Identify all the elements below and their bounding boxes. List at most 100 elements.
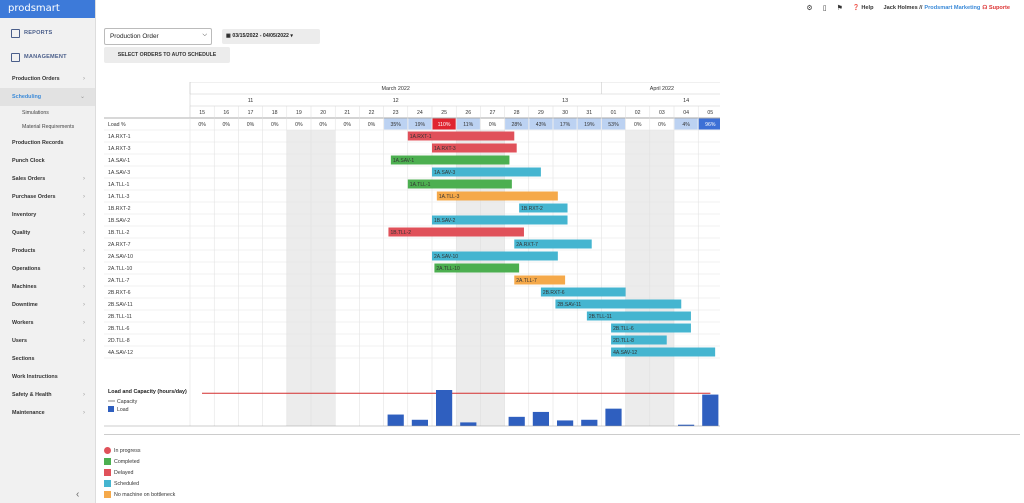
gantt-bar[interactable] <box>586 311 691 321</box>
gantt-bar[interactable] <box>519 203 568 213</box>
sidebar-item-sales-orders[interactable]: Sales Orders › <box>0 170 95 188</box>
support-link[interactable]: ☊ Suporte <box>982 5 1010 11</box>
sidebar-item-users[interactable]: Users › <box>0 332 95 350</box>
month-label: March 2022 <box>381 86 409 92</box>
app-logo[interactable]: prodsmart <box>0 0 95 18</box>
sidebar-item-scheduling[interactable]: Scheduling ⌄ <box>0 88 95 106</box>
bar-label: 2B.TLL-11 <box>589 314 612 320</box>
help-link[interactable]: ❓ Help <box>853 5 874 11</box>
chevron-right-icon: › <box>83 194 85 200</box>
weekend-shade <box>480 130 505 426</box>
sidebar-menu: Production Orders › Scheduling ⌄ Simulations… <box>0 70 95 422</box>
sidebar-subitem-material-requirements[interactable]: Material Requirements <box>22 124 75 130</box>
load-legend-label: Load <box>117 407 129 413</box>
sidebar-item-maintenance[interactable]: Maintenance › <box>0 404 95 422</box>
sidebar-item-products[interactable]: Products › <box>0 242 95 260</box>
legend-label: No machine on bottleneck <box>114 491 176 498</box>
reports-section[interactable]: REPORTS <box>0 24 95 42</box>
gantt-bar[interactable] <box>432 167 541 177</box>
chevron-left-icon[interactable]: ‹ <box>76 489 80 500</box>
sidebar-item-punch-clock[interactable]: Punch Clock <box>0 152 95 170</box>
gear-icon[interactable]: ⚙ <box>806 5 813 12</box>
legend-item: In progress <box>104 445 175 456</box>
reports-icon <box>11 28 20 38</box>
sidebar-item-operations[interactable]: Operations › <box>0 260 95 278</box>
gantt-bar[interactable] <box>434 263 520 273</box>
sidebar-item-safety-health[interactable]: Safety & Health › <box>0 386 95 404</box>
sidebar-item-quality[interactable]: Quality › <box>0 224 95 242</box>
load-cell-fill <box>577 118 601 130</box>
chevron-down-icon: ⌵ <box>202 32 207 38</box>
sidebar-item-downtime[interactable]: Downtime › <box>0 296 95 314</box>
load-value: 0% <box>223 122 231 128</box>
gantt-bar[interactable] <box>436 191 558 201</box>
status-legend: In progress Completed Delayed Scheduled No m… <box>104 445 175 500</box>
sidebar-item-workers[interactable]: Workers › <box>0 314 95 332</box>
load-cell-fill <box>698 118 720 130</box>
chevron-right-icon: › <box>83 320 85 326</box>
load-bar <box>508 416 525 426</box>
bookmark-icon[interactable]: ⚑ <box>836 5 843 12</box>
gantt-bar[interactable] <box>555 299 682 309</box>
management-section[interactable]: MANAGEMENT <box>0 48 95 66</box>
gantt-bar[interactable] <box>611 323 691 333</box>
gantt-bar[interactable] <box>514 239 592 249</box>
gantt-bar[interactable] <box>388 227 524 237</box>
sidebar-item-production-records[interactable]: Production Records <box>0 134 95 152</box>
day-label: 23 <box>393 110 399 116</box>
sidebar-item-inventory[interactable]: Inventory › <box>0 206 95 224</box>
load-value: 28% <box>512 122 523 128</box>
gantt-bar[interactable] <box>514 275 566 285</box>
order-type-value: Production Order <box>110 33 159 40</box>
load-bar <box>532 411 549 426</box>
load-cell-fill <box>384 118 408 130</box>
sidebar-item-label: Production Orders <box>12 76 60 82</box>
legend-label: Completed <box>114 458 140 465</box>
day-label: 24 <box>417 110 423 116</box>
chevron-down-icon: ⌄ <box>79 94 85 100</box>
gantt-bar[interactable] <box>407 131 515 141</box>
chevron-right-icon: › <box>83 302 85 308</box>
day-label: 16 <box>223 110 229 116</box>
gantt-bar[interactable] <box>390 155 510 165</box>
week-label: 12 <box>393 98 399 104</box>
gantt-bar[interactable] <box>611 347 716 357</box>
sidebar-subitem-simulations[interactable]: Simulations <box>22 110 49 116</box>
load-label: Load % <box>108 122 126 128</box>
sidebar-item-purchase-orders[interactable]: Purchase Orders › <box>0 188 95 206</box>
legend-item: Completed <box>104 456 175 467</box>
sidebar-item-machines[interactable]: Machines › <box>0 278 95 296</box>
order-type-select[interactable]: Production Order ⌵ <box>104 28 212 45</box>
bar-label: 2A.TLL-10 <box>436 266 460 272</box>
mobile-icon[interactable]: ▯ <box>822 5 827 12</box>
row-label: 2A.SAV-10 <box>108 254 133 260</box>
gantt-bar[interactable] <box>432 251 558 261</box>
load-cell-fill <box>408 118 432 130</box>
load-value: 11% <box>463 122 473 128</box>
load-value: 96% <box>705 122 716 128</box>
load-cell-fill <box>432 118 456 130</box>
day-label: 27 <box>490 110 496 116</box>
row-label: 1A.RXT-3 <box>108 146 131 152</box>
day-label: 25 <box>441 110 447 116</box>
sidebar-item-label: Sales Orders <box>12 176 46 182</box>
in-progress-icon <box>104 447 111 454</box>
gantt-bar[interactable] <box>407 179 512 189</box>
gantt-bar[interactable] <box>432 215 568 225</box>
chevron-right-icon: › <box>83 392 85 398</box>
load-cell-fill <box>529 118 553 130</box>
sidebar-item-production-orders[interactable]: Production Orders › <box>0 70 95 88</box>
gantt-bar[interactable] <box>540 287 626 297</box>
user-name[interactable]: Jack Holmes // <box>883 5 923 11</box>
sidebar-item-work-instructions[interactable]: Work Instructions <box>0 368 95 386</box>
date-range-picker[interactable]: ▦ 03/15/2022 - 04/05/2022 ▾ <box>222 29 320 44</box>
load-cell-fill <box>553 118 577 130</box>
auto-schedule-button[interactable]: SELECT ORDERS TO AUTO SCHEDULE <box>104 47 230 63</box>
gantt-bar[interactable] <box>432 143 517 153</box>
load-value: 17% <box>560 122 571 128</box>
company-name[interactable]: Prodsmart Marketing <box>924 5 981 11</box>
gantt-bar[interactable] <box>611 335 667 345</box>
sidebar-item-label: Downtime <box>12 302 38 308</box>
weekend-shade <box>625 130 650 426</box>
sidebar-item-sections[interactable]: Sections <box>0 350 95 368</box>
